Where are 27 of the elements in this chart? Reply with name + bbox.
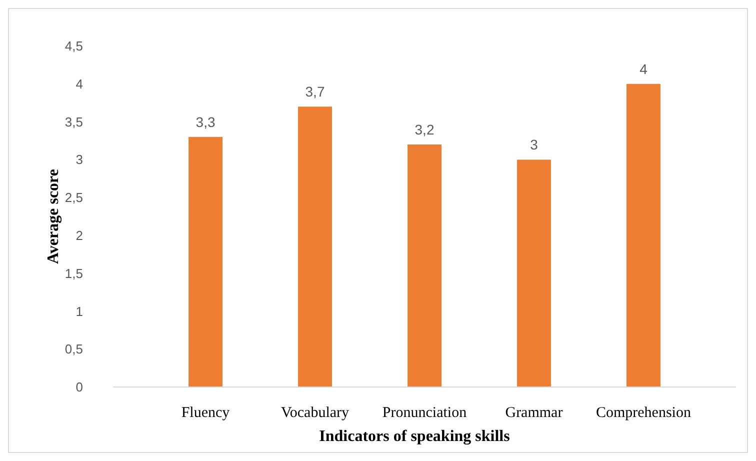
x-tick-label: Pronunciation <box>382 405 468 421</box>
x-axis-title: Indicators of speaking skills <box>319 428 510 445</box>
data-label: 3,2 <box>414 122 434 138</box>
data-label: 3 <box>530 136 538 153</box>
bar <box>626 84 660 387</box>
y-tick-label: 2 <box>76 228 83 243</box>
bar <box>188 136 222 387</box>
y-tick-label: 1,5 <box>64 266 83 281</box>
bar <box>408 144 442 387</box>
y-tick-label: 0 <box>76 380 83 395</box>
y-tick-label: 4,5 <box>64 38 83 54</box>
y-tick-label: 3,5 <box>64 114 83 130</box>
x-tick-label: Fluency <box>181 405 230 421</box>
data-label: 3,7 <box>305 84 325 100</box>
y-tick-label: 0,5 <box>64 342 83 357</box>
data-label: 3,3 <box>196 114 216 130</box>
data-label: 4 <box>640 60 648 77</box>
y-tick-label: 4 <box>76 76 83 92</box>
y-tick-label: 1 <box>76 304 83 319</box>
y-tick-label: 2,5 <box>64 190 83 206</box>
bar <box>517 160 551 387</box>
x-tick-label: Vocabulary <box>280 405 350 421</box>
y-tick-label: 3 <box>76 152 83 168</box>
x-tick-label: Grammar <box>505 405 563 421</box>
y-axis-title: Average score <box>45 169 62 264</box>
bar <box>298 106 332 387</box>
x-tick-label: Comprehension <box>596 405 692 421</box>
